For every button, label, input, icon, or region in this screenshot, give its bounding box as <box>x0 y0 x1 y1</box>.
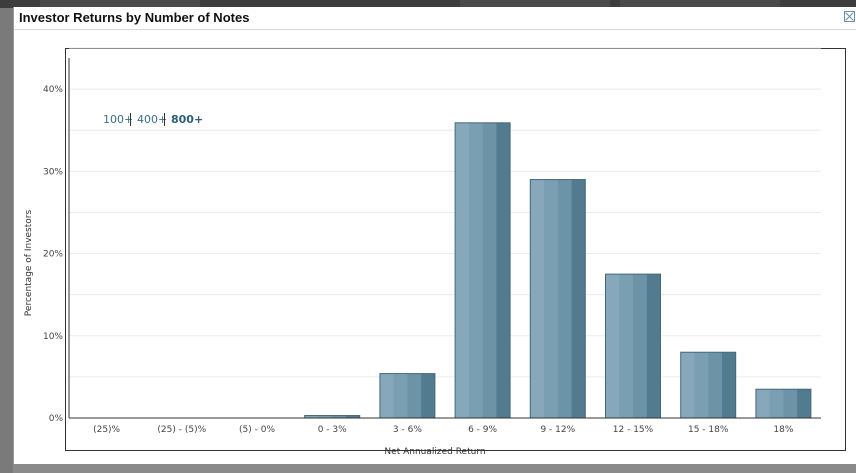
background-page-edge <box>0 8 13 473</box>
bar[interactable] <box>454 122 511 419</box>
x-tick-label: 15 - 18% <box>688 425 729 435</box>
x-tick-label: 12 - 15% <box>613 425 654 435</box>
x-tick-label: 3 - 6% <box>393 425 422 435</box>
y-axis-title: Percentage of Investors <box>24 210 34 317</box>
y-tick-label: 0% <box>49 414 64 424</box>
x-axis-title: Net Annualized Return <box>384 447 485 457</box>
background-bar-segment <box>460 0 610 8</box>
returns-bar-chart: 0% 10% 20% 30% 40% (25)% (25) - (5)% (5) - 0% 0 … <box>24 47 821 457</box>
bar[interactable] <box>755 388 812 419</box>
investor-returns-dialog: Investor Returns by Number of Notes 100+… <box>13 7 856 464</box>
bar[interactable] <box>529 179 586 419</box>
y-tick-label: 30% <box>43 167 63 177</box>
background-top-bar <box>0 0 856 8</box>
x-tick-label: 0 - 3% <box>318 425 347 435</box>
background-page-bottom <box>13 464 856 473</box>
toggle-100-plus[interactable]: 100+ <box>103 113 134 126</box>
bar[interactable] <box>379 373 436 419</box>
dialog-header: Investor Returns by Number of Notes <box>14 7 856 30</box>
x-tick-label: (5) - 0% <box>239 425 275 435</box>
x-tick-label: (25)% <box>93 425 120 435</box>
close-icon[interactable] <box>844 11 855 22</box>
bar[interactable] <box>605 273 661 419</box>
background-bar-segment <box>40 0 200 8</box>
background-bar-segment <box>620 0 780 8</box>
bar[interactable] <box>680 351 737 419</box>
toggle-400-plus[interactable]: 400+ <box>137 113 168 126</box>
y-tick-label: 20% <box>43 250 63 260</box>
toggle-800-plus[interactable]: 800+ <box>171 113 204 126</box>
y-tick-label: 10% <box>43 332 63 342</box>
x-tick-label: 18% <box>773 425 793 435</box>
toggle-separator <box>130 113 131 126</box>
toggle-separator <box>164 113 165 126</box>
x-tick-label: 9 - 12% <box>540 425 575 435</box>
dialog-title: Investor Returns by Number of Notes <box>19 10 250 25</box>
x-tick-label: (25) - (5)% <box>157 425 206 435</box>
y-tick-label: 40% <box>43 85 63 95</box>
x-tick-label: 6 - 9% <box>468 425 497 435</box>
